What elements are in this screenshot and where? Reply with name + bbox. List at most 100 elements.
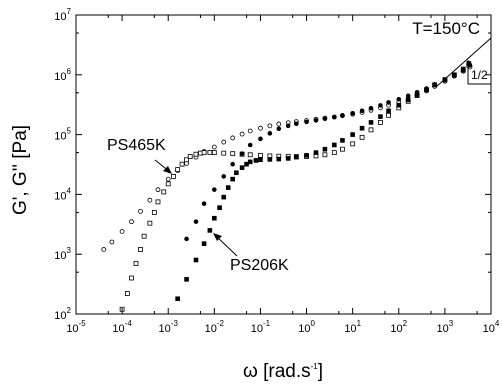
temperature-label: T=150°C — [412, 19, 480, 38]
open-square-point — [386, 112, 391, 118]
x-tick-label: 10-1 — [251, 319, 271, 335]
filled-square-point — [239, 165, 245, 170]
filled-circle-point — [184, 236, 189, 242]
filled-square-point — [276, 156, 282, 162]
open-square-point — [171, 173, 176, 179]
filled-square-point — [368, 120, 374, 125]
filled-square-point — [244, 161, 249, 167]
slope-label: 1/2 — [471, 68, 488, 82]
open-circle-point — [221, 139, 227, 145]
filled-circle-point — [368, 105, 374, 111]
filled-circle-point — [322, 116, 328, 122]
filled-circle-point — [230, 161, 235, 167]
filled-square-point — [253, 158, 259, 163]
filled-square-point — [225, 185, 231, 190]
filled-square-point — [234, 170, 239, 176]
open-circle-point — [138, 208, 143, 214]
filled-square-point — [267, 157, 273, 162]
open-square-point — [221, 150, 227, 156]
filled-square-point — [350, 132, 355, 137]
open-circle-point — [109, 239, 115, 245]
filled-square-point — [460, 66, 466, 72]
x-tick-label: 104 — [483, 319, 500, 335]
filled-square-point — [452, 72, 457, 78]
open-circle-point — [211, 144, 217, 150]
filled-square-point — [230, 176, 235, 182]
filled-square-point — [378, 114, 383, 119]
open-square-point — [187, 154, 193, 159]
open-square-point — [211, 150, 217, 156]
open-square-point — [359, 134, 365, 140]
filled-square-point — [221, 194, 227, 200]
open-square-point — [129, 275, 134, 281]
filled-circle-point — [340, 113, 345, 118]
filled-square-point — [442, 77, 448, 83]
open-square-point — [368, 127, 374, 133]
open-square-point — [161, 189, 167, 195]
filled-circle-point — [285, 123, 291, 129]
x-tick-label: 100 — [298, 319, 315, 335]
open-circle-point — [129, 219, 134, 225]
open-square-point — [331, 150, 337, 156]
filled-circle-point — [276, 126, 282, 132]
open-square-point — [201, 150, 207, 156]
open-circle-point — [165, 176, 171, 182]
filled-circle-point — [212, 187, 217, 192]
filled-square-point — [193, 257, 199, 263]
filled-square-point — [217, 205, 222, 210]
filled-circle-point — [239, 151, 245, 156]
open-circle-point — [247, 128, 253, 134]
annotations: T=150°C PS465K PS206K 1/2 — [107, 19, 492, 274]
x-axis-title: ω [rad.s-1] — [243, 361, 323, 382]
open-square-point — [230, 151, 236, 157]
filled-circle-point — [405, 93, 411, 99]
filled-circle-point — [193, 219, 199, 224]
open-circle-point — [230, 135, 236, 141]
y-tick-label: 105 — [54, 127, 71, 143]
y-axis-title: G', G'' [Pa] — [10, 125, 31, 215]
filled-circle-point — [258, 136, 263, 142]
open-square-point — [258, 152, 263, 158]
open-square-point — [147, 220, 153, 226]
filled-square-point — [466, 61, 472, 66]
filled-circle-point — [378, 103, 383, 108]
filled-square-point — [258, 157, 263, 163]
y-tick-label: 107 — [54, 7, 71, 23]
ps465k-label: PS465K — [107, 137, 166, 154]
y-tick-label: 104 — [54, 186, 71, 202]
x-tick-label: 10-3 — [159, 319, 179, 335]
filled-square-point — [405, 97, 411, 103]
filled-circle-point — [350, 110, 355, 116]
filled-circle-point — [359, 108, 365, 114]
filled-square-point — [432, 82, 437, 88]
filled-square-point — [424, 87, 429, 93]
filled-square-point — [332, 142, 337, 148]
filled-square-point — [340, 138, 345, 143]
x-tick-label: 102 — [390, 319, 407, 335]
filled-square-point — [184, 277, 189, 282]
filled-square-point — [207, 228, 213, 233]
filled-circle-point — [247, 142, 253, 148]
filled-circle-point — [304, 119, 309, 125]
filled-circle-point — [267, 131, 273, 136]
open-square-point — [179, 161, 185, 167]
plot-frame — [75, 14, 492, 315]
filled-square-point — [414, 92, 420, 98]
filled-square-point — [386, 108, 391, 114]
open-square-point — [340, 146, 345, 152]
axis-ticks: 10-5 10-4 10-3 10-2 10-1 100 101 102 103 104 102 10… — [54, 7, 500, 335]
y-tick-label: 102 — [54, 306, 71, 322]
filled-square-point — [201, 241, 207, 246]
open-square-point — [207, 149, 213, 155]
filled-circle-point — [313, 118, 319, 123]
filled-square-point — [212, 215, 217, 221]
filled-circle-point — [221, 174, 227, 179]
ps206k-label: PS206K — [230, 257, 289, 274]
open-square-point — [124, 291, 130, 296]
open-circle-point — [101, 247, 107, 252]
open-square-point — [247, 152, 253, 158]
filled-circle-point — [294, 121, 299, 127]
filled-circle-point — [396, 96, 402, 102]
filled-square-point — [396, 102, 402, 108]
